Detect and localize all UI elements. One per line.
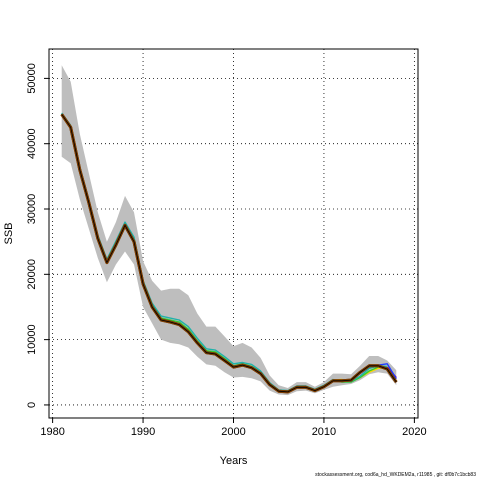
x-tick-label: 2020 xyxy=(402,426,426,438)
x-tick-label: 1980 xyxy=(40,426,64,438)
confidence-band xyxy=(61,65,397,396)
x-tick-label: 2000 xyxy=(221,426,245,438)
y-tick-label: 10000 xyxy=(26,324,38,355)
y-axis-title: SSB xyxy=(3,222,15,244)
y-tick-label: 40000 xyxy=(26,128,38,159)
y-axis: 0 10000 20000 30000 40000 50000 xyxy=(26,63,49,408)
y-tick-label: 30000 xyxy=(26,194,38,225)
y-tick-label: 50000 xyxy=(26,63,38,94)
x-tick-label: 2010 xyxy=(312,426,336,438)
footnote: stockassessment.org, cod6a_hd_WKDEM2a, r… xyxy=(315,472,476,478)
x-axis-title: Years xyxy=(220,455,248,467)
grid-lines xyxy=(49,49,418,418)
y-tick-label: 20000 xyxy=(26,259,38,290)
x-axis: 1980 1990 2000 2010 2020 xyxy=(40,418,427,438)
series-line-main-core xyxy=(61,114,397,393)
x-tick-label: 1990 xyxy=(131,426,155,438)
y-tick-label: 0 xyxy=(26,402,38,408)
series-layer xyxy=(60,112,398,394)
confidence-band-layer xyxy=(61,65,397,396)
